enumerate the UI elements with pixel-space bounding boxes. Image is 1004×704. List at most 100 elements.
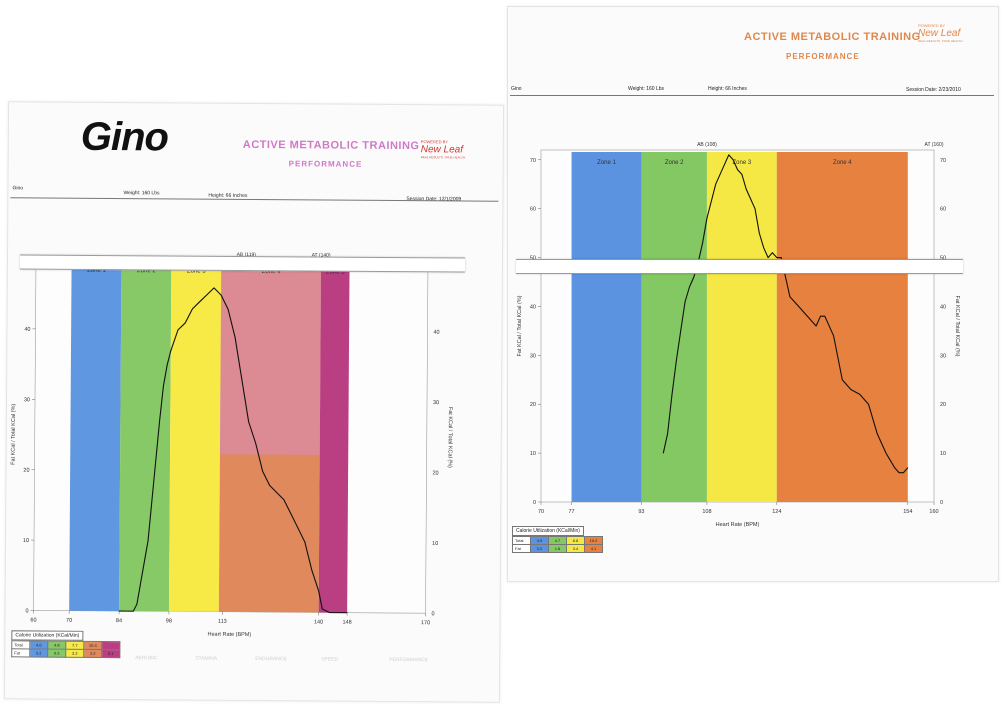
legend-cell: 6.8 (566, 536, 585, 545)
y-tick-label-right: 50 (940, 256, 946, 262)
data-point (750, 198, 751, 200)
data-point (675, 359, 677, 361)
legend-cell: 1.8 (548, 544, 567, 553)
data-point (728, 154, 730, 156)
left-calorie-legend: Calorie Utilization (KCal/Min) Total 4.6… (11, 630, 121, 659)
legend-row-label: Fat (11, 648, 30, 657)
data-point (693, 276, 695, 278)
weight-field: Weight: 160 Lbs (628, 86, 665, 92)
x-tick-label: 70 (538, 509, 544, 515)
legend-title: Calorie Utilization (KCal/Min) (11, 630, 84, 641)
x-tick-label: 148 (342, 620, 351, 626)
x-tick-label: 93 (638, 509, 644, 515)
data-point (789, 296, 791, 298)
zone-label: Zone 2 (665, 160, 684, 166)
report-subtitle: PERFORMANCE (786, 52, 860, 61)
brand-logo: POWERED BY New Leaf REAL RESULTS. TRUE H… (421, 139, 466, 159)
legend-row-total: Total 3.9 4.7 6.8 10.2 (512, 536, 603, 545)
zone-band (69, 260, 122, 612)
legend-cell: 3.9 (530, 536, 549, 545)
legend-row-fat: Fat 0.2 1.8 3.4 4.1 (512, 544, 603, 553)
data-point (684, 301, 686, 302)
data-point (206, 294, 208, 296)
data-point (798, 306, 800, 307)
report-title: ACTIVE METABOLIC TRAINING (242, 138, 420, 153)
left-report-sheet: Gino ACTIVE METABOLIC TRAINING PERFORMAN… (3, 101, 505, 703)
brand-logo: POWERED BY New Leaf REAL RESULTS. TRUE H… (918, 23, 963, 43)
y-tick-label-right: 10 (940, 451, 946, 457)
data-point (304, 541, 306, 543)
session-date-field: Session Date: 2/23/2010 (906, 87, 961, 93)
x-tick-label: 154 (903, 509, 912, 515)
legend-cell: 4.7 (548, 536, 567, 545)
faded-zone-caption: ENDURANCE (255, 656, 287, 663)
x-tick-label: 170 (421, 620, 430, 626)
data-point (732, 159, 734, 161)
legend-cell: 7.7 (65, 641, 84, 650)
x-axis-label: Heart Rate (BPM) (207, 632, 251, 638)
data-point (159, 420, 160, 422)
legend-cell: 3.3 (65, 649, 84, 658)
data-point (780, 257, 782, 258)
y-tick-label-right: 10 (432, 541, 438, 547)
zone-label: Zone 3 (733, 160, 752, 166)
y-axis-label-right: Fat KCal / Total KCal (%) (954, 295, 960, 356)
y-tick-label-right: 30 (940, 353, 946, 359)
data-point (903, 472, 904, 474)
x-tick-label: 160 (929, 509, 938, 515)
legend-cell: 10.2 (584, 536, 603, 545)
data-point (321, 608, 323, 610)
data-point (758, 232, 760, 234)
threshold-marker-label: AB (119) (237, 252, 257, 258)
legend-cell: 0.3 (47, 649, 66, 658)
data-point (806, 315, 808, 317)
y-tick-label: 30 (530, 353, 536, 359)
y-tick-label: 10 (23, 538, 29, 544)
data-point (763, 247, 765, 249)
legend-table: Total 3.9 4.7 6.8 10.2 Fat 0.2 1.8 3.4 4… (512, 536, 603, 553)
x-tick-label: 60 (30, 617, 36, 623)
client-field: Gino (12, 185, 24, 192)
data-point (894, 467, 896, 469)
data-point (745, 188, 747, 190)
zone-tint (219, 261, 322, 455)
data-point (772, 252, 773, 254)
data-point (824, 315, 826, 317)
x-tick-label: 124 (772, 509, 781, 515)
zone-band (641, 152, 707, 502)
y-tick-label-right: 20 (432, 470, 438, 476)
data-point (706, 218, 708, 219)
y-tick-label: 30 (24, 397, 30, 403)
data-point (815, 325, 817, 327)
left-fat-ratio-chart: Zone 1 Zone 2 Zone 3 Zone 4 Zone 5 0 10 20 30 40 0… (11, 252, 453, 638)
data-point (667, 433, 669, 434)
y-axis-label-right: Fat KCal / Total KCal (%) (447, 407, 453, 468)
y-tick-label-right: 20 (940, 402, 946, 408)
weight-field: Weight: 160 Lbs (123, 190, 160, 197)
x-tick-label: 113 (218, 619, 227, 625)
legend-cell: 4.6 (29, 640, 48, 650)
header-rule (510, 95, 994, 96)
x-axis-label: Heart Rate (BPM) (716, 522, 760, 528)
data-point (213, 287, 215, 289)
zone-band (218, 261, 322, 613)
y-axis-label: Fat KCal / Total KCal (%) (517, 295, 523, 356)
faded-zone-caption: PERFORMANCE (389, 656, 429, 664)
legend-row-label: Total (11, 640, 30, 649)
data-point (776, 257, 778, 258)
data-point (283, 499, 285, 500)
y-tick-label: 0 (25, 608, 28, 614)
data-point (715, 183, 717, 185)
y-tick-label-right: 40 (433, 330, 439, 336)
legend-cell: 0.2 (29, 648, 48, 658)
data-point (199, 301, 201, 303)
x-tick-label: 77 (569, 509, 575, 515)
y-tick-label-right: 0 (940, 500, 943, 506)
data-point (689, 286, 690, 288)
data-point (297, 527, 299, 529)
zone-label: Zone 2 (137, 268, 156, 274)
legend-row-label: Fat (512, 544, 531, 553)
y-tick-label: 60 (530, 207, 536, 213)
data-point (248, 421, 250, 423)
